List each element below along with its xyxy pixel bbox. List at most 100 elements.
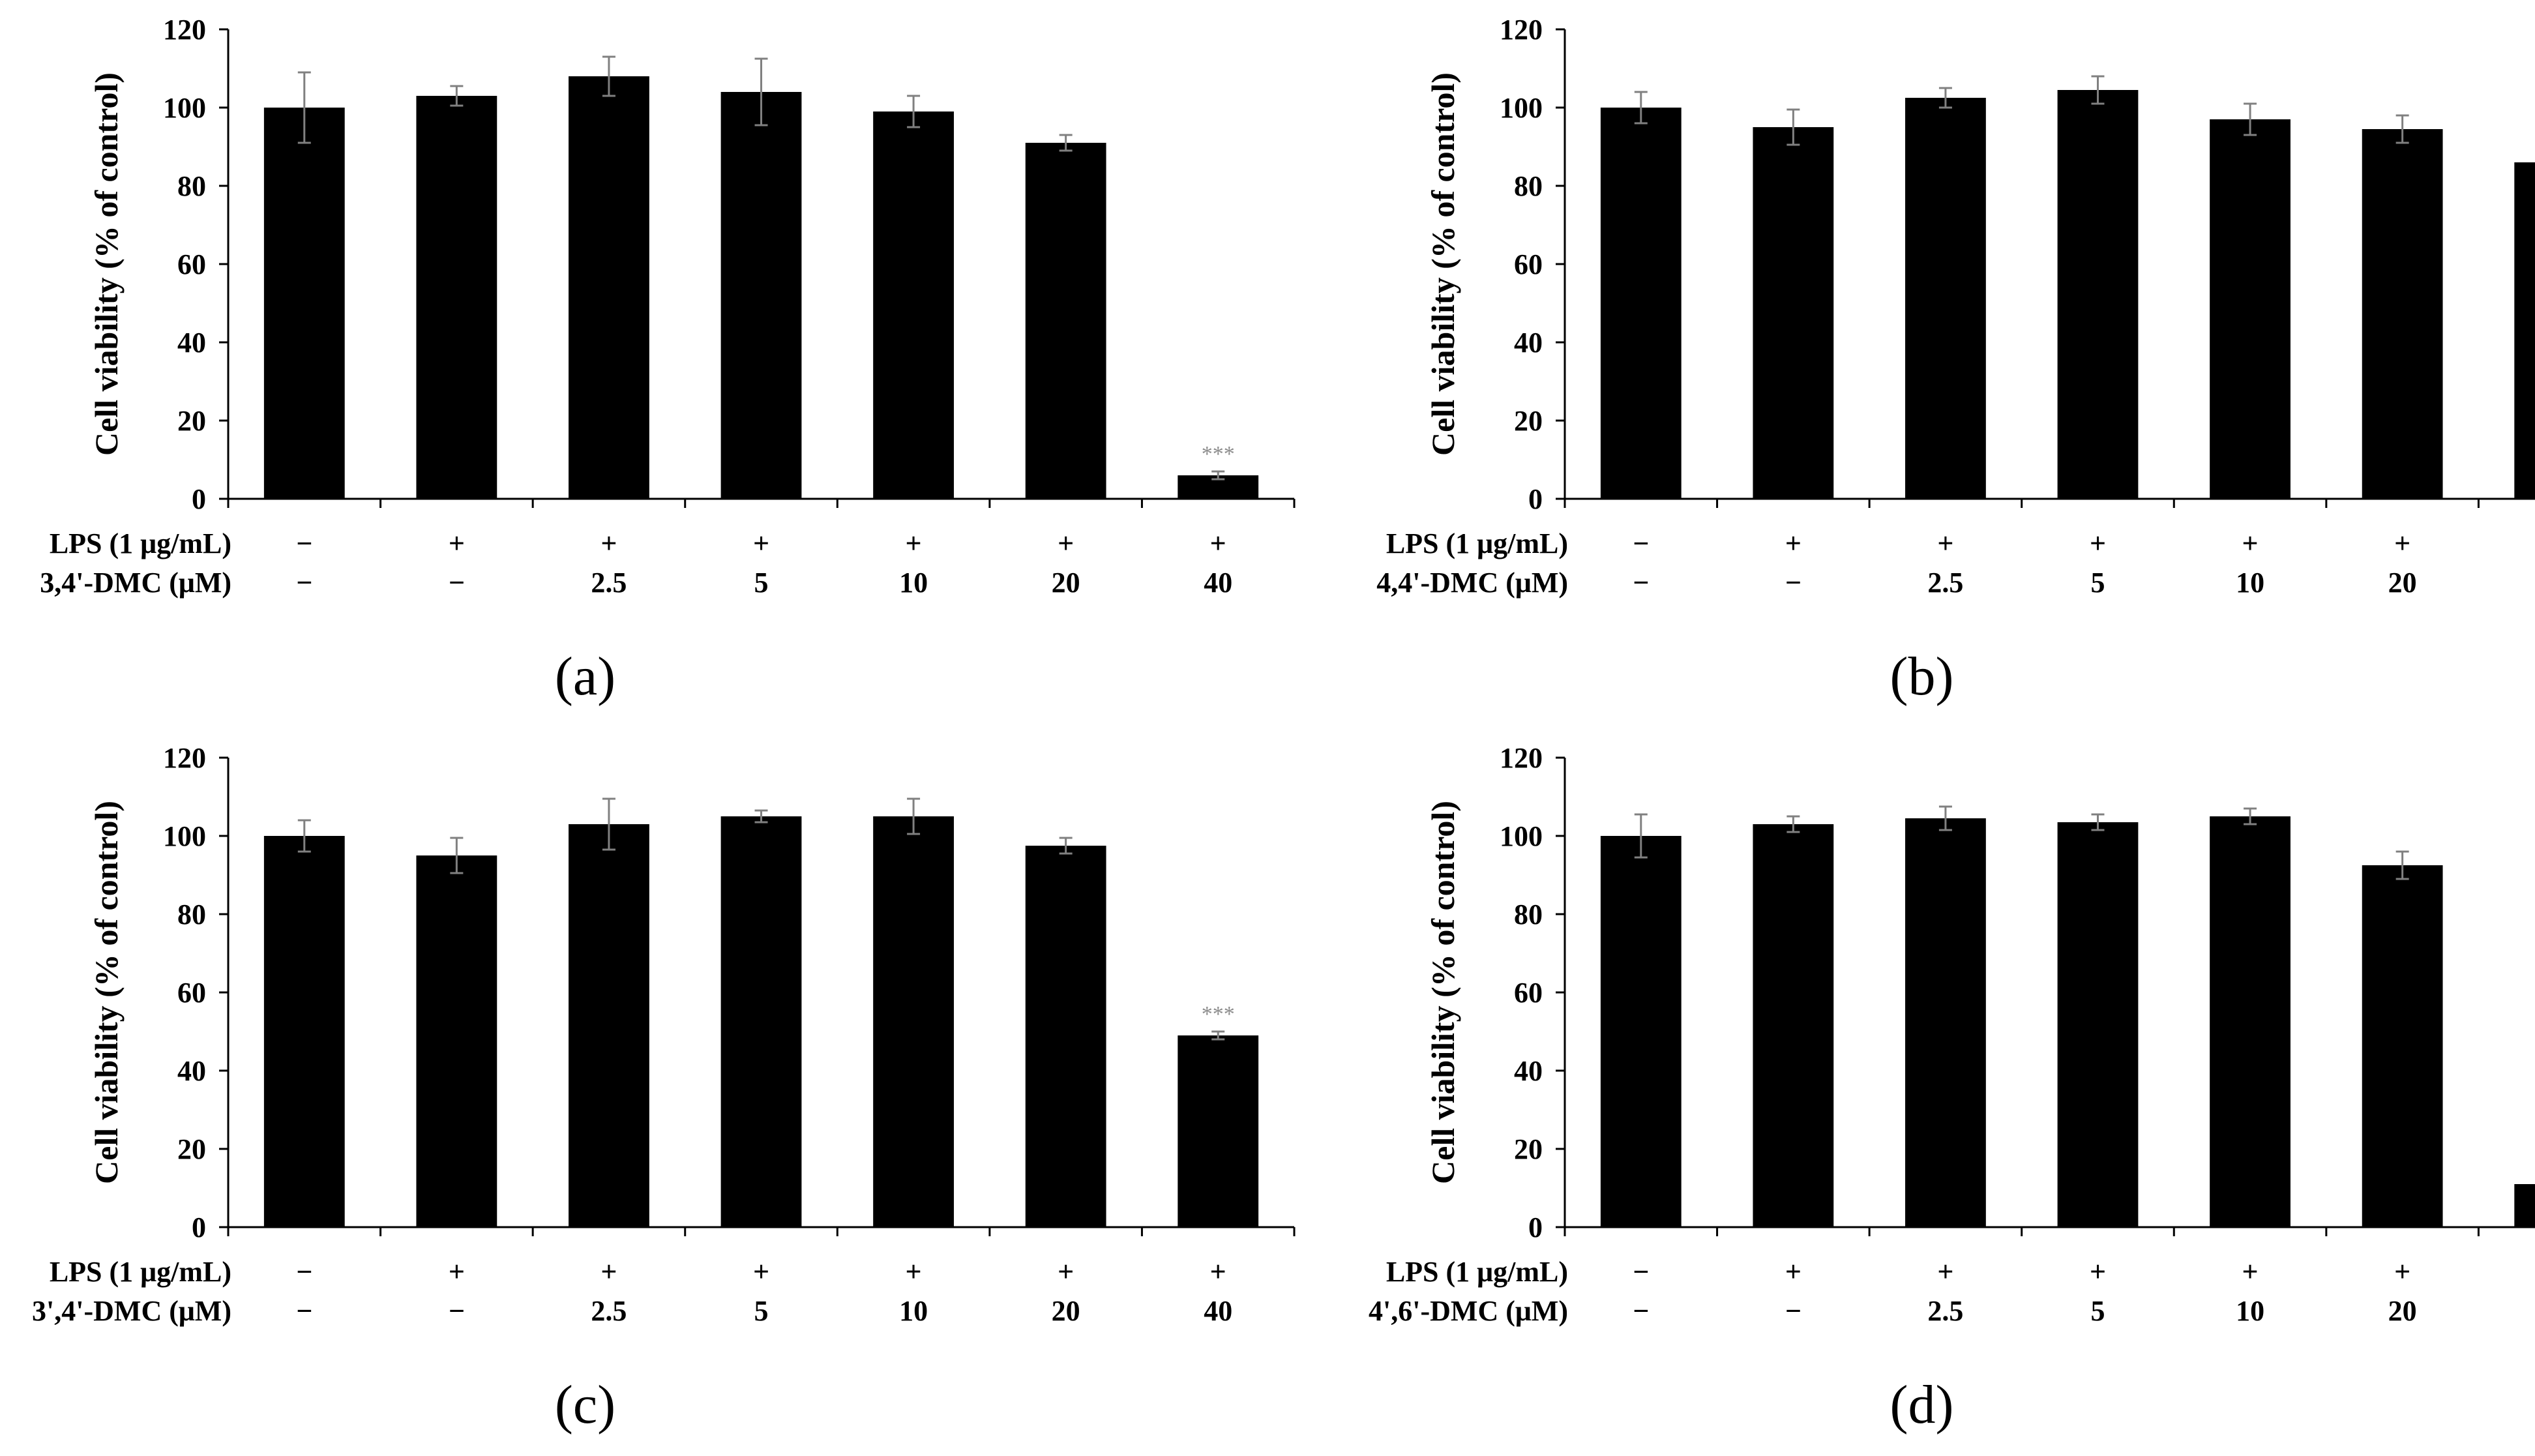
bar <box>873 816 954 1227</box>
bar <box>1025 846 1106 1227</box>
lps-value: + <box>2090 1256 2106 1288</box>
y-tick-label: 20 <box>1514 1133 1543 1165</box>
lps-value: + <box>449 527 465 559</box>
dose-value: − <box>296 567 312 599</box>
significance-marker: *** <box>1202 1002 1235 1026</box>
y-axis-title: Cell viability (% of control) <box>1425 72 1461 456</box>
dose-value: 20 <box>2388 1295 2417 1327</box>
dose-value: 2.5 <box>1927 567 1963 599</box>
dose-value: − <box>1785 1295 1801 1327</box>
y-tick-label: 80 <box>1514 170 1543 202</box>
dose-value: − <box>449 1295 465 1327</box>
lps-row-label: LPS (1 μg/mL) <box>1386 527 1568 559</box>
dose-value: 5 <box>754 567 769 599</box>
lps-value: + <box>2090 527 2106 559</box>
y-tick-label: 0 <box>1528 483 1543 515</box>
dose-value: 2.5 <box>1927 1295 1963 1327</box>
bar <box>1753 824 1834 1227</box>
dose-value: 10 <box>2236 567 2264 599</box>
lps-value: − <box>296 527 312 559</box>
lps-value: − <box>1633 1256 1649 1288</box>
panel-label: (c) <box>555 1374 615 1435</box>
bar <box>569 824 649 1227</box>
lps-value: + <box>2242 527 2259 559</box>
y-tick-label: 40 <box>177 327 206 359</box>
bar <box>2210 816 2290 1227</box>
bar <box>1905 98 1986 499</box>
lps-value: + <box>600 527 617 559</box>
panel-0: 0 20 40 60 80 100 120 − − + − +2.5 +5 +10 +20 *** +40 LPS… <box>40 14 1296 707</box>
y-tick-label: 100 <box>1500 820 1543 852</box>
y-tick-label: 100 <box>1500 92 1543 124</box>
y-tick-label: 100 <box>163 820 206 852</box>
bar <box>2362 865 2443 1227</box>
dose-value: − <box>1633 1295 1649 1327</box>
panel-label: (d) <box>1890 1374 1954 1435</box>
y-tick-label: 40 <box>1514 327 1543 359</box>
bar <box>1600 836 1682 1227</box>
dose-row-label: 4',6'-DMC (μM) <box>1369 1295 1568 1327</box>
lps-row-label: LPS (1 μg/mL) <box>50 527 231 559</box>
dose-row-label: 4,4'-DMC (μM) <box>1376 567 1568 599</box>
panel-label: (a) <box>555 646 615 707</box>
bar <box>1905 818 1986 1227</box>
y-tick-label: 0 <box>192 483 206 515</box>
dose-value: 2.5 <box>591 1295 627 1327</box>
lps-value: + <box>1210 527 1226 559</box>
lps-value: + <box>1937 527 1953 559</box>
y-tick-label: 60 <box>177 248 206 280</box>
y-tick-label: 60 <box>1514 977 1543 1009</box>
y-axis-title: Cell viability (% of control) <box>88 801 125 1184</box>
lps-value: + <box>1210 1256 1226 1288</box>
bar <box>1753 127 1834 499</box>
dose-value: − <box>449 567 465 599</box>
y-axis-title: Cell viability (% of control) <box>88 72 125 456</box>
bar <box>720 92 802 499</box>
lps-value: − <box>296 1256 312 1288</box>
y-tick-label: 120 <box>163 14 206 46</box>
lps-value: + <box>2394 527 2410 559</box>
y-tick-label: 80 <box>177 899 206 930</box>
bar <box>1600 108 1682 499</box>
y-tick-label: 20 <box>1514 405 1543 437</box>
lps-value: + <box>1785 1256 1801 1288</box>
y-tick-label: 60 <box>177 977 206 1009</box>
panel-3: 020406080100120−−+−+2.5+5+10+20***+40LPS… <box>1369 742 2535 1435</box>
dose-value: 10 <box>899 1295 928 1327</box>
bar <box>569 76 649 499</box>
lps-value: + <box>906 527 922 559</box>
bar <box>1025 143 1106 499</box>
dose-value: 40 <box>1204 567 1232 599</box>
bar <box>2210 119 2290 499</box>
lps-value: + <box>1058 1256 1074 1288</box>
bar <box>2514 1184 2535 1227</box>
dose-value: 5 <box>2091 1295 2105 1327</box>
y-tick-label: 0 <box>192 1211 206 1243</box>
y-axis-title: Cell viability (% of control) <box>1425 801 1461 1184</box>
bar <box>720 816 802 1227</box>
bar <box>416 96 497 499</box>
bar <box>2514 162 2535 499</box>
y-tick-label: 120 <box>1500 14 1543 46</box>
panel-2: 0 20 40 60 80 100 120 − − + − +2.5 +5 +10 +20 *** +40 LPS… <box>32 742 1296 1435</box>
lps-value: + <box>1937 1256 1953 1288</box>
bar <box>873 111 954 499</box>
y-tick-label: 0 <box>1528 1211 1543 1243</box>
y-tick-label: 20 <box>177 1133 206 1165</box>
dose-value: − <box>1785 567 1801 599</box>
lps-value: + <box>449 1256 465 1288</box>
dose-value: 2.5 <box>591 567 627 599</box>
dose-value: − <box>296 1295 312 1327</box>
dose-row-label: 3,4'-DMC (μM) <box>40 567 231 599</box>
lps-value: + <box>906 1256 922 1288</box>
dose-value: − <box>1633 567 1649 599</box>
lps-value: + <box>2242 1256 2259 1288</box>
dose-value: 10 <box>899 567 928 599</box>
bar <box>263 108 345 499</box>
y-tick-label: 120 <box>163 742 206 774</box>
bar <box>416 855 497 1227</box>
panel-1: 020406080100120−−+−+2.5+5+10+20**+40LPS … <box>1376 14 2535 707</box>
y-tick-label: 40 <box>177 1055 206 1087</box>
dose-value: 5 <box>754 1295 769 1327</box>
